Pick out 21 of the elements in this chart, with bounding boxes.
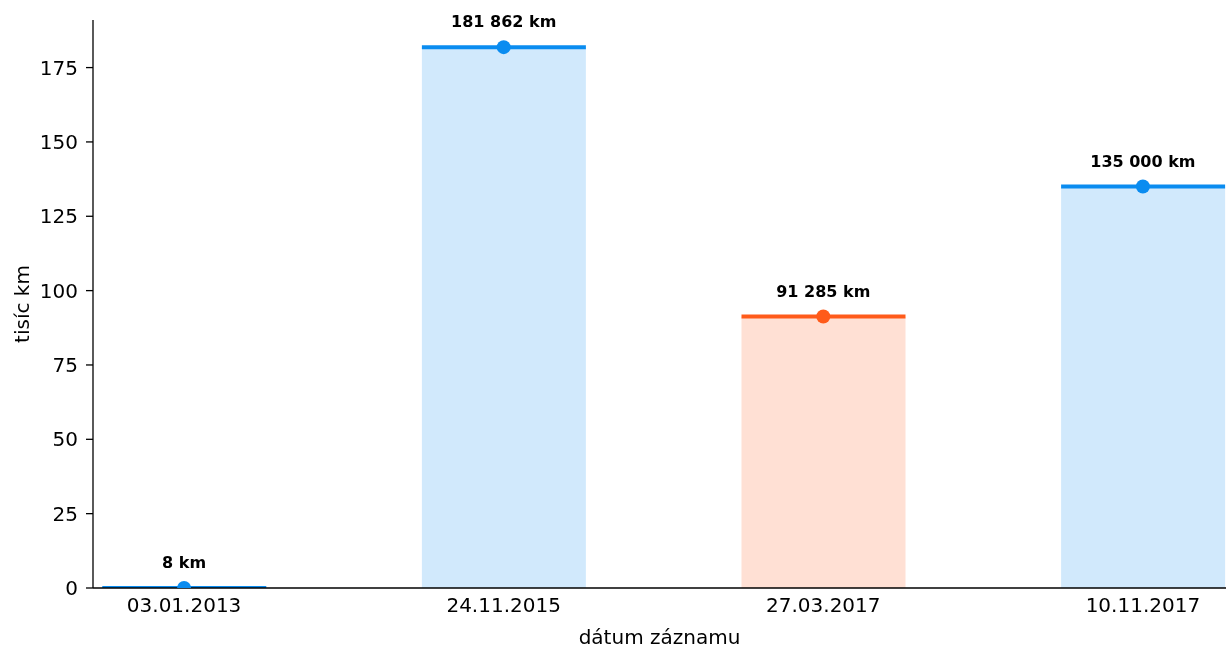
point — [496, 40, 511, 55]
y-tick-label: 50 — [52, 427, 78, 452]
x-tick-label: 03.01.2013 — [126, 593, 242, 618]
y-tick-label: 175 — [39, 55, 78, 80]
point — [816, 309, 831, 324]
y-axis-title: tisíc km — [10, 265, 34, 343]
x-tick-label: 24.11.2015 — [446, 593, 561, 618]
y-tick-label: 125 — [39, 204, 78, 229]
y-tick-label: 100 — [39, 278, 78, 303]
y-tick-label: 75 — [52, 353, 78, 378]
x-tick-label: 10.11.2017 — [1085, 593, 1201, 618]
x-tick-label: 27.03.2017 — [766, 593, 881, 618]
y-tick-label: 150 — [39, 130, 78, 155]
y-tick-label: 25 — [52, 501, 78, 526]
annotation: 91 285 km — [776, 281, 871, 301]
x-axis-title: dátum záznamu — [578, 625, 741, 647]
y-tick-label: 0 — [65, 576, 78, 601]
point — [1135, 179, 1150, 194]
annotation: 181 862 km — [451, 12, 557, 32]
annotation: 135 000 km — [1090, 151, 1196, 171]
annotation: 8 km — [162, 552, 207, 572]
